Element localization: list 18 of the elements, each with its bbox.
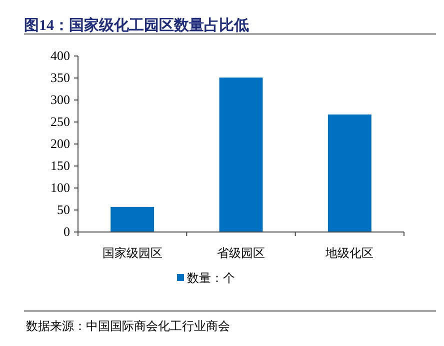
y-tick-label: 300 [50, 92, 70, 107]
y-tick-label: 250 [50, 114, 70, 129]
bar [219, 78, 263, 232]
y-tick-label: 200 [50, 136, 70, 151]
chart-title: 图14：国家级化工园区数量占比低 [24, 16, 249, 34]
y-tick-label: 0 [64, 224, 70, 239]
bar [328, 114, 372, 232]
x-tick-label: 地级化区 [324, 246, 374, 260]
legend-label: 数量：个 [187, 271, 235, 285]
y-tick-label: 350 [50, 70, 70, 85]
y-tick-label: 150 [50, 158, 70, 173]
bar [110, 206, 154, 232]
x-tick-label: 省级园区 [217, 246, 265, 260]
y-tick-label: 400 [50, 48, 70, 63]
source-note: 数据来源：中国国际商会化工行业商会 [26, 319, 230, 333]
x-tick-label: 国家级园区 [102, 246, 162, 260]
y-tick-label: 50 [57, 202, 70, 217]
y-tick-label: 100 [50, 180, 70, 195]
